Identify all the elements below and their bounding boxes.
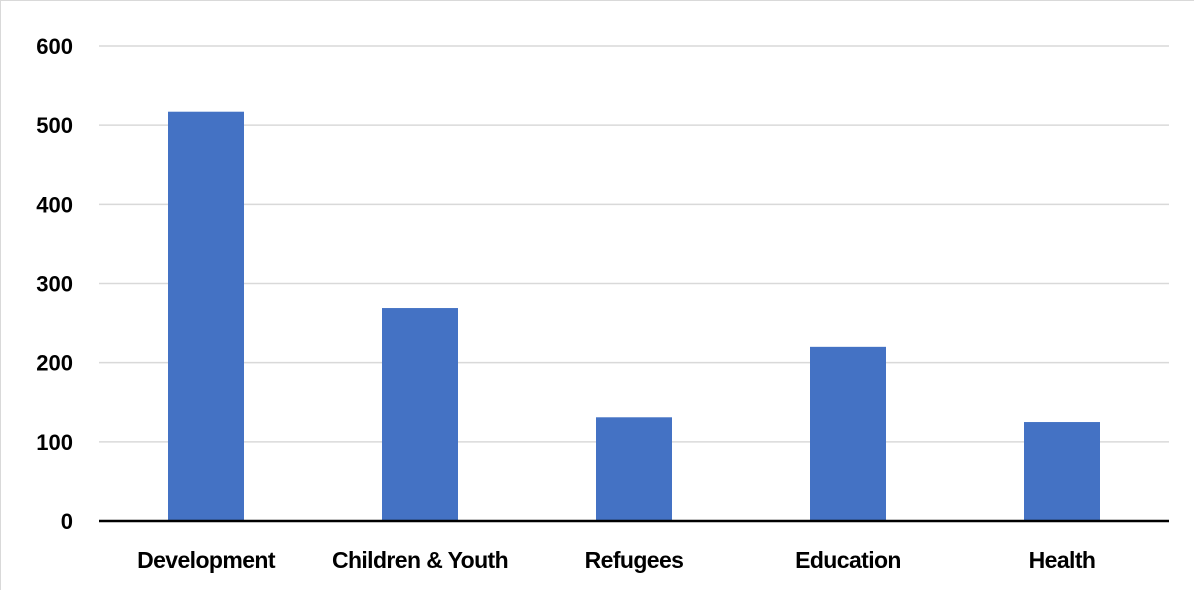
y-tick-label: 500: [36, 113, 73, 138]
bar-refugees: [596, 417, 672, 521]
y-tick-labels: 0 100 200 300 400 500 600: [36, 34, 73, 534]
y-tick-label: 0: [61, 509, 73, 534]
y-tick-label: 300: [36, 272, 73, 297]
y-tick-label: 600: [36, 34, 73, 59]
bar-development: [168, 111, 244, 521]
y-tick-label: 200: [36, 351, 73, 376]
bars: [168, 111, 1100, 521]
bar-health: [1024, 422, 1100, 521]
gridlines: [99, 45, 1169, 443]
x-tick-labels: Development Children & Youth Refugees Educa…: [137, 547, 1096, 573]
x-tick-label: Education: [795, 547, 901, 573]
bar-children-youth: [382, 308, 458, 521]
x-tick-label: Children & Youth: [332, 547, 508, 573]
y-tick-label: 400: [36, 192, 73, 217]
y-tick-label: 100: [36, 430, 73, 455]
bar-education: [810, 346, 886, 521]
x-tick-label: Health: [1029, 547, 1096, 573]
x-tick-label: Refugees: [585, 547, 684, 573]
x-tick-label: Development: [137, 547, 276, 573]
